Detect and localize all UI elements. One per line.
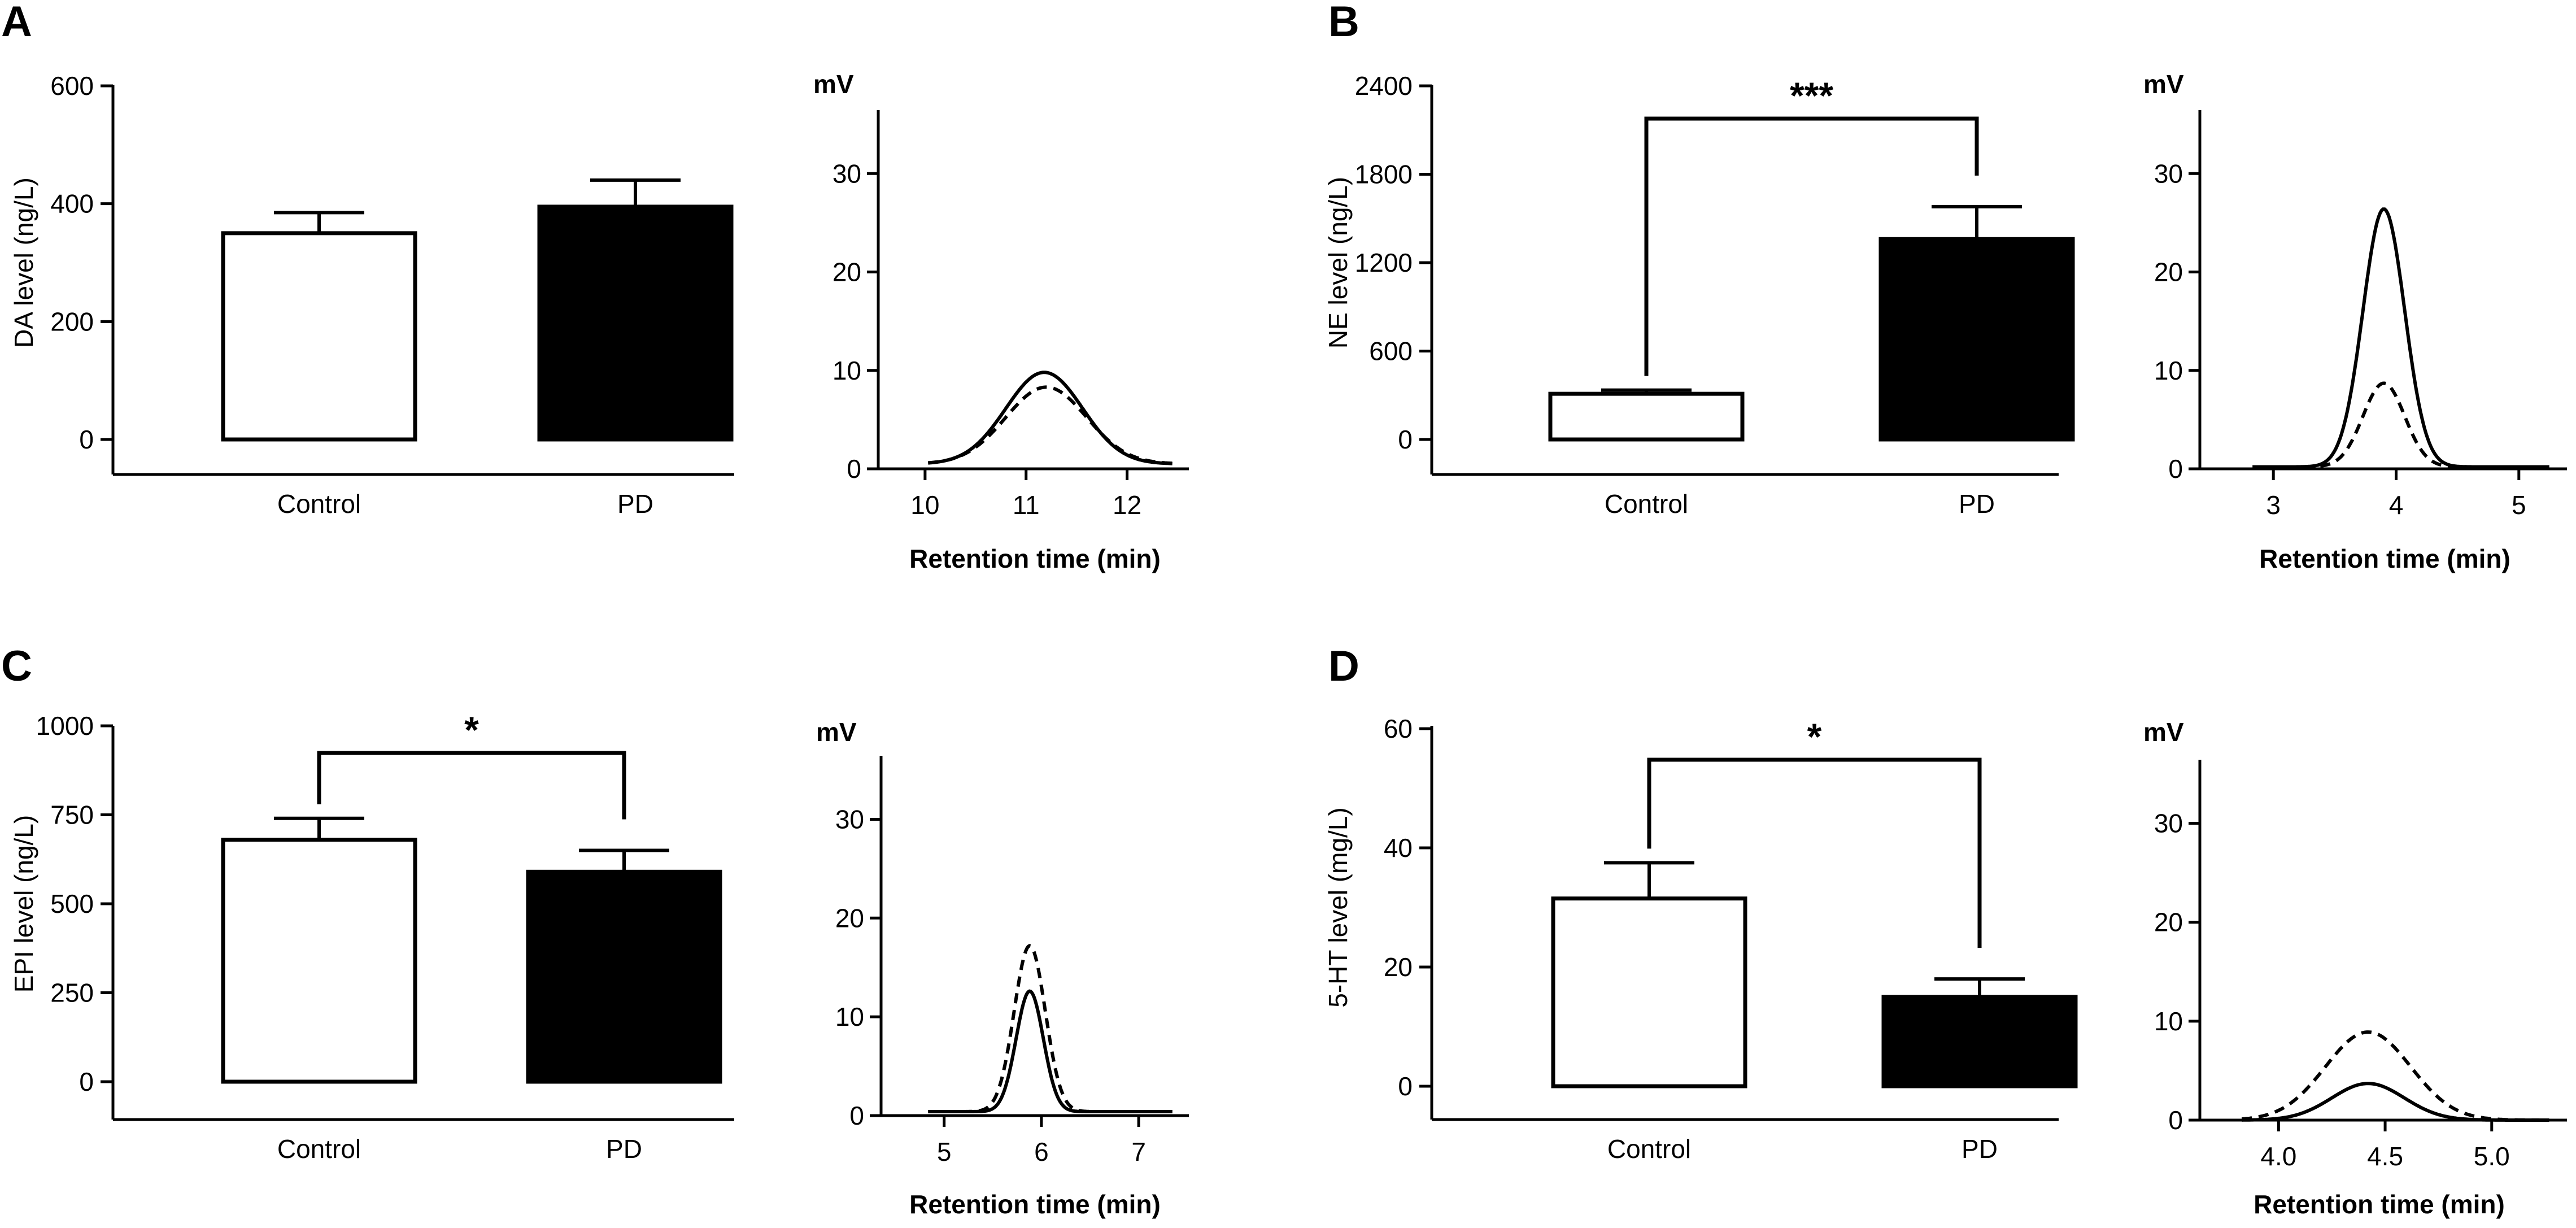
bar-y-tick-label: 0 [1398, 1072, 1413, 1101]
chrom-x-tick-label: 4.5 [2367, 1142, 2403, 1171]
chrom-y-tick-label: 10 [832, 356, 861, 385]
chrom-trace-dashed [2241, 1030, 2549, 1122]
chrom-y-tick-label: 20 [2154, 258, 2183, 287]
chrom-x-tick-label: 3 [2266, 490, 2281, 520]
bar-control [1551, 896, 1747, 1088]
panel-letter: C [1, 642, 32, 690]
chrom-unit-label: mV [2143, 717, 2184, 747]
bar-y-tick-label: 1800 [1355, 160, 1413, 189]
bar-y-tick-label: 200 [50, 307, 94, 336]
panel-letter: A [1, 0, 32, 46]
category-label: PD [606, 1134, 642, 1164]
chrom-x-tick-label: 4.0 [2260, 1142, 2296, 1171]
panel-d: D 0 20 40 60 5-HT level (mg/L) Control PD * 0 10 20… [1323, 642, 2567, 1219]
chrom-y-tick-label: 30 [2154, 159, 2183, 188]
bar-y-tick-label: 600 [50, 71, 94, 101]
panel-letter: D [1328, 642, 1359, 690]
bar-pd [1878, 237, 2075, 442]
chrom-trace-solid [2252, 207, 2549, 469]
bar-y-tick-label: 60 [1384, 714, 1413, 743]
category-label: PD [1962, 1134, 1998, 1164]
panel-letter: B [1328, 0, 1359, 46]
bar-pd [537, 204, 734, 442]
chrom-x-axis-label: Retention time (min) [2254, 1190, 2505, 1219]
bar-y-axis-label: DA level (ng/L) [9, 177, 38, 348]
chrom-y-tick-label: 20 [2154, 908, 2183, 937]
chrom-trace-solid [928, 989, 1173, 1113]
chrom-y-tick-label: 30 [835, 804, 864, 834]
chrom-y-tick-label: 10 [2154, 356, 2183, 385]
chrom-x-tick-label: 7 [1131, 1137, 1146, 1166]
bar-y-tick-label: 250 [50, 978, 94, 1008]
bar-y-tick-label: 2400 [1355, 71, 1413, 101]
chrom-y-tick-label: 20 [835, 903, 864, 933]
chrom-unit-label: mV [2143, 69, 2184, 99]
chrom-y-tick-label: 10 [835, 1002, 864, 1031]
significance-marker: * [464, 709, 479, 751]
chrom-x-tick-label: 5.0 [2474, 1142, 2510, 1171]
significance-bracket [1647, 757, 1982, 948]
bar-y-tick-label: 750 [50, 800, 94, 830]
category-label: Control [1605, 489, 1688, 519]
chrom-x-axis-label: Retention time (min) [909, 544, 1161, 573]
bar-y-tick-label: 1000 [36, 711, 94, 741]
bar-control [1548, 391, 1745, 442]
chrom-y-tick-label: 20 [832, 258, 861, 287]
bar-y-tick-label: 500 [50, 889, 94, 918]
bar-pd [526, 869, 722, 1084]
chrom-x-tick-label: 6 [1034, 1137, 1049, 1166]
chrom-y-tick-label: 10 [2154, 1007, 2183, 1036]
bar-y-tick-label: 1200 [1355, 248, 1413, 277]
bar-control [221, 231, 417, 442]
chrom-x-tick-label: 4 [2389, 490, 2404, 520]
significance-marker: *** [1790, 75, 1833, 116]
bar-y-tick-label: 0 [79, 425, 94, 454]
chrom-y-tick-label: 30 [832, 159, 861, 188]
bar-y-axis-label: 5-HT level (mg/L) [1323, 807, 1353, 1007]
chrom-trace-dashed [2252, 381, 2549, 469]
bar-y-axis-label: NE level (ng/L) [1323, 177, 1353, 349]
significance-marker: * [1807, 716, 1822, 757]
chrom-y-tick-label: 0 [849, 1101, 864, 1130]
chrom-trace-dashed [928, 385, 1173, 465]
chrom-trace-solid [928, 371, 1173, 465]
category-label: PD [1959, 489, 1995, 519]
bar-y-tick-label: 0 [79, 1067, 94, 1096]
category-label: Control [277, 1134, 361, 1164]
chrom-x-tick-label: 11 [1013, 490, 1040, 520]
chrom-y-tick-label: 0 [2168, 1105, 2183, 1135]
chrom-y-tick-label: 0 [847, 454, 861, 484]
bar-y-tick-label: 20 [1384, 952, 1413, 982]
category-label: Control [277, 489, 361, 519]
panel-b: B 0 600 1200 1800 2400 NE level (ng/L) Control P… [1323, 0, 2567, 573]
bar-y-axis-label: EPI level (ng/L) [9, 815, 38, 992]
significance-bracket [1644, 116, 1979, 376]
bar-y-tick-label: 600 [1369, 337, 1413, 366]
category-label: Control [1607, 1134, 1691, 1164]
chrom-x-axis-label: Retention time (min) [909, 1190, 1161, 1219]
chrom-x-tick-label: 5 [2512, 490, 2526, 520]
significance-bracket [317, 751, 626, 820]
bar-y-tick-label: 0 [1398, 425, 1413, 454]
bar-y-tick-label: 400 [50, 189, 94, 219]
bar-control [221, 838, 417, 1084]
chrom-unit-label: mV [813, 69, 854, 99]
category-label: PD [617, 489, 653, 519]
chrom-x-tick-label: 10 [910, 490, 939, 520]
chrom-unit-label: mV [816, 717, 857, 747]
chrom-x-tick-label: 12 [1113, 490, 1141, 520]
chrom-trace-solid [2242, 1082, 2549, 1122]
chrom-y-tick-label: 30 [2154, 809, 2183, 838]
chrom-y-tick-label: 0 [2168, 454, 2183, 484]
panel-a: A 0 200 400 600 DA level (ng/L) Control PD 0 10 20… [1, 0, 1189, 573]
chrom-trace-dashed [928, 944, 1173, 1113]
bar-pd [1881, 995, 2078, 1088]
chrom-x-tick-label: 5 [937, 1137, 952, 1166]
bar-y-tick-label: 40 [1384, 833, 1413, 863]
chrom-x-axis-label: Retention time (min) [2259, 544, 2510, 573]
